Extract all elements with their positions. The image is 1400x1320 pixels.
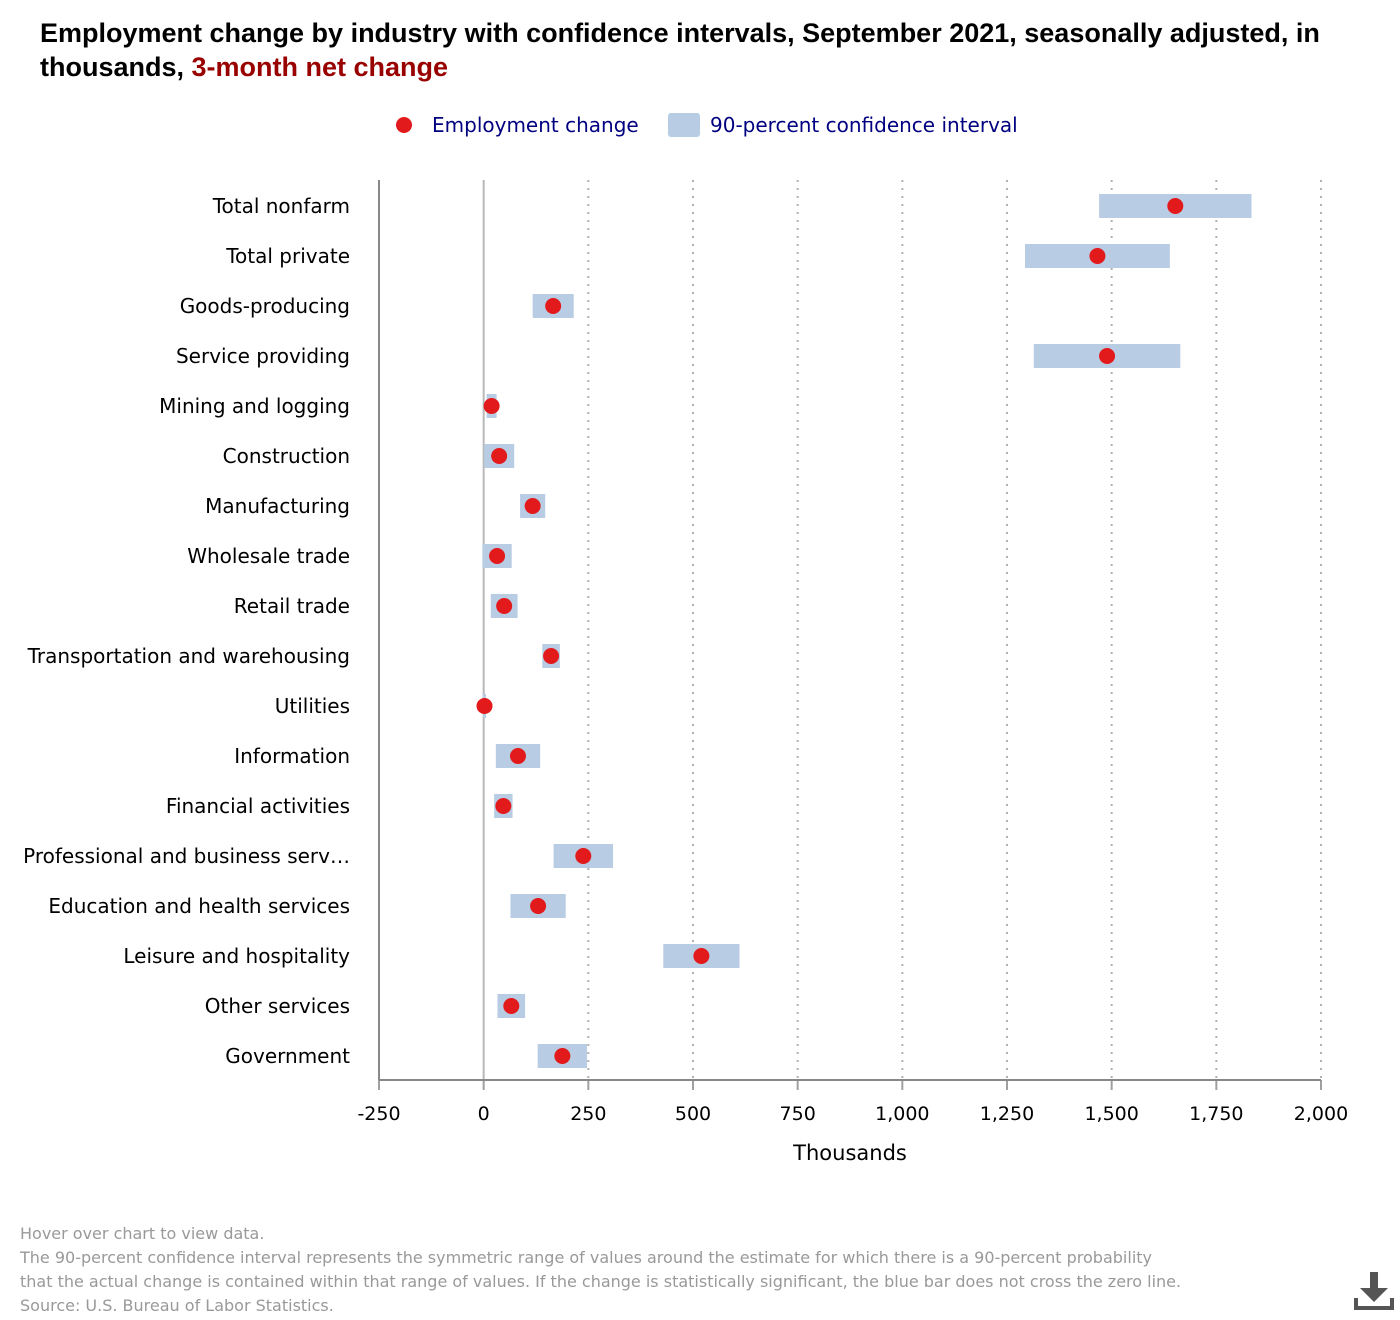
category-label: Total private: [225, 244, 350, 268]
category-label: Retail trade: [234, 594, 350, 618]
x-tick-label: 2,000: [1294, 1103, 1348, 1125]
category-label: Financial activities: [166, 794, 350, 818]
notes-hover: Hover over chart to view data.: [20, 1224, 265, 1243]
category-label: Manufacturing: [205, 494, 350, 518]
x-tick-labels: -250 0 250 500 750 1,000 1,250 1,500 1,750 2,000: [357, 1103, 1348, 1125]
grid-lines: [587, 180, 1322, 1080]
chart-title-highlight: 3-month net change: [191, 52, 449, 82]
legend-item-confidence-interval[interactable]: 90-percent confidence interval: [668, 108, 1018, 142]
employment-change-point[interactable]: [509, 748, 526, 764]
x-tick-label: 1,250: [980, 1103, 1034, 1125]
employment-change-point[interactable]: [489, 548, 506, 564]
category-label: Professional and business serv…: [23, 844, 350, 868]
download-button[interactable]: [1352, 1270, 1396, 1314]
employment-change-point[interactable]: [524, 498, 541, 514]
notes-line-1: The 90-percent confidence interval repre…: [20, 1248, 1152, 1267]
category-labels: Total nonfarm Total private Goods-producin…: [23, 194, 350, 1068]
employment-change-point[interactable]: [693, 948, 710, 964]
category-label: Education and health services: [48, 894, 350, 918]
employment-change-point[interactable]: [491, 448, 508, 464]
employment-change-point[interactable]: [543, 648, 560, 664]
download-icon: [1354, 1272, 1394, 1310]
x-tick-label: 500: [675, 1103, 711, 1125]
employment-change-point[interactable]: [1167, 198, 1184, 214]
x-tick-label: 1,500: [1084, 1103, 1138, 1125]
employment-change-point[interactable]: [496, 598, 513, 614]
x-tick-label: 750: [780, 1103, 816, 1125]
x-axis-title: Thousands: [792, 1141, 907, 1165]
category-label: Total nonfarm: [212, 194, 350, 218]
chart-notes: Hover over chart to view data. The 90-pe…: [20, 1222, 1340, 1318]
category-label: Wholesale trade: [187, 544, 350, 568]
x-tick-label: -250: [357, 1103, 400, 1125]
category-label: Other services: [205, 994, 350, 1018]
x-tick-label: 250: [570, 1103, 606, 1125]
legend-label-employment-change: Employment change: [432, 113, 639, 137]
legend-label-confidence-interval: 90-percent confidence interval: [710, 113, 1018, 137]
category-label: Construction: [223, 444, 350, 468]
employment-change-point[interactable]: [575, 848, 592, 864]
category-label: Utilities: [275, 694, 350, 718]
category-label: Mining and logging: [159, 394, 350, 418]
category-label: Leisure and hospitality: [123, 944, 350, 968]
chart-title-main: Employment change by industry with confi…: [40, 18, 1320, 82]
blue-bar-icon: [668, 113, 700, 137]
employment-change-point[interactable]: [545, 298, 562, 314]
employment-change-point[interactable]: [495, 798, 512, 814]
x-tick-label: 0: [478, 1103, 490, 1125]
employment-change-point[interactable]: [554, 1048, 571, 1064]
legend-item-employment-change[interactable]: Employment change: [396, 108, 639, 142]
employment-change-point[interactable]: [476, 698, 493, 714]
employment-change-point[interactable]: [503, 998, 520, 1014]
chart-plot[interactable]: Total nonfarm Total private Goods-producin…: [0, 0, 1400, 1200]
x-tick-label: 1,750: [1189, 1103, 1243, 1125]
axes: [378, 180, 1322, 1090]
category-label: Transportation and warehousing: [27, 644, 350, 668]
category-label: Government: [225, 1044, 350, 1068]
employment-change-point[interactable]: [483, 398, 500, 414]
employment-change-point[interactable]: [530, 898, 547, 914]
x-tick-label: 1,000: [875, 1103, 929, 1125]
notes-line-2: that the actual change is contained with…: [20, 1272, 1182, 1291]
chart-legend: Employment change 90-percent confidence …: [0, 108, 1400, 142]
notes-source: Source: U.S. Bureau of Labor Statistics.: [20, 1296, 334, 1315]
employment-change-point[interactable]: [1089, 248, 1106, 264]
category-label: Service providing: [176, 344, 350, 368]
chart-title: Employment change by industry with confi…: [40, 16, 1340, 84]
category-label: Information: [234, 744, 350, 768]
employment-change-points: [476, 198, 1184, 1064]
employment-change-point[interactable]: [1099, 348, 1116, 364]
confidence-intervals: [482, 194, 1252, 1068]
category-label: Goods-producing: [180, 294, 350, 318]
red-dot-icon: [396, 117, 412, 133]
